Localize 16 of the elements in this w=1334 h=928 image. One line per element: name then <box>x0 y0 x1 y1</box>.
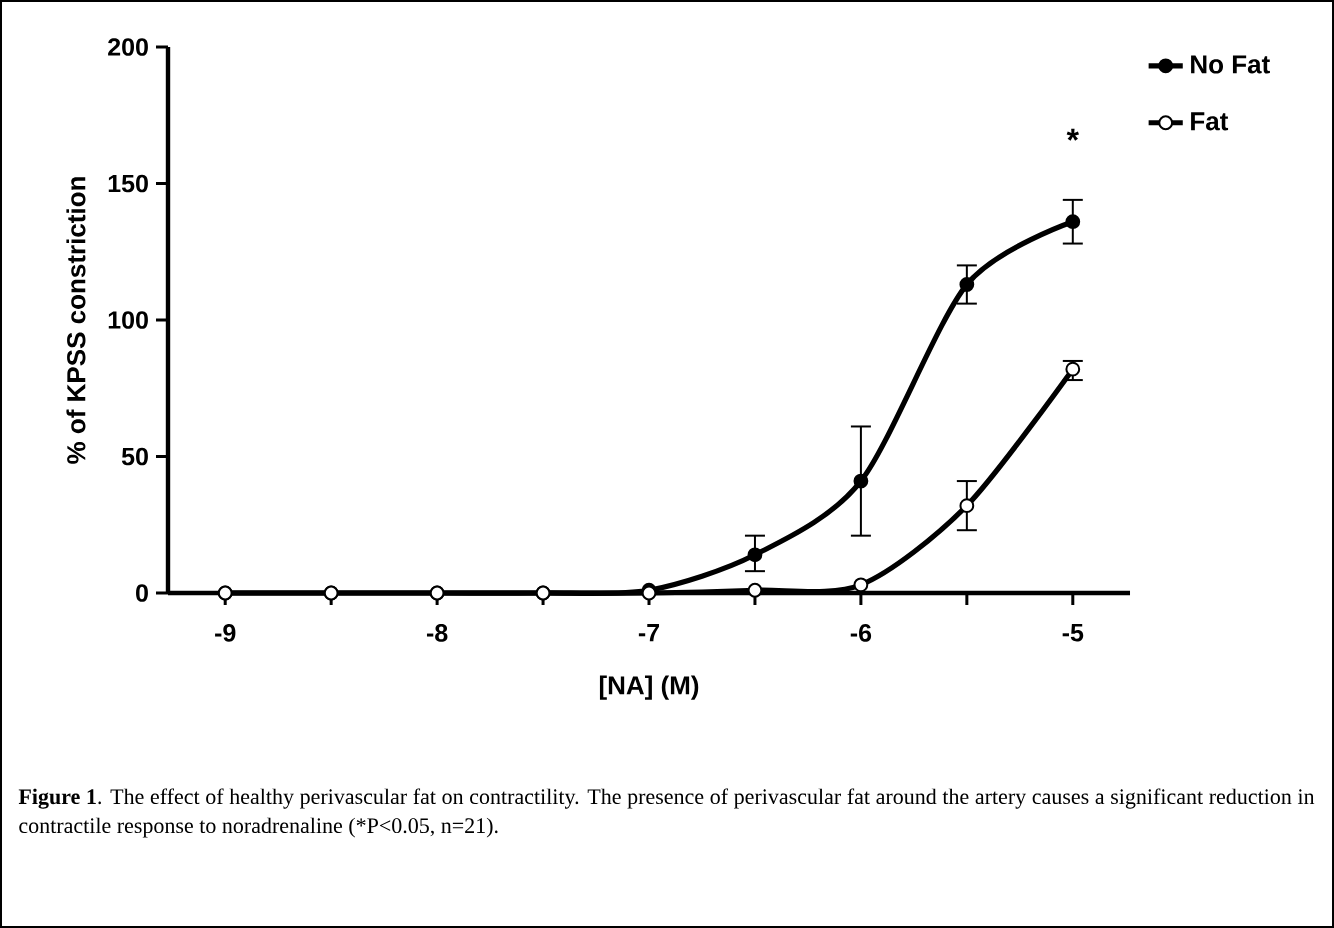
y-tick-label: 200 <box>108 38 148 56</box>
annotation: * <box>1066 128 1079 141</box>
x-axis-title: [NA] (M) <box>599 675 699 700</box>
x-tick-label: -9 <box>215 624 236 642</box>
x-tick-label: -7 <box>638 624 660 642</box>
legend-label: No Fat <box>1191 55 1270 74</box>
x-tick-label: -8 <box>426 624 448 642</box>
y-tick-label: 0 <box>136 584 148 602</box>
legend-label: Fat <box>1191 112 1229 131</box>
text: Figure 1. The effect of healthy perivascular fat on contractility. The presence of perivascular fat around the artery causes a significant reduction in contractile response to noradrenaline (*P<0.05, n=21). <box>18 788 1315 838</box>
y-tick-label: 50 <box>121 447 148 466</box>
y-tick-label: 150 <box>108 174 148 193</box>
x-tick-label: -5 <box>1062 624 1084 642</box>
x-tick-label: -6 <box>850 624 872 642</box>
y-axis-title: % of KPSS constriction <box>66 177 86 464</box>
y-tick-label: 100 <box>108 311 148 329</box>
